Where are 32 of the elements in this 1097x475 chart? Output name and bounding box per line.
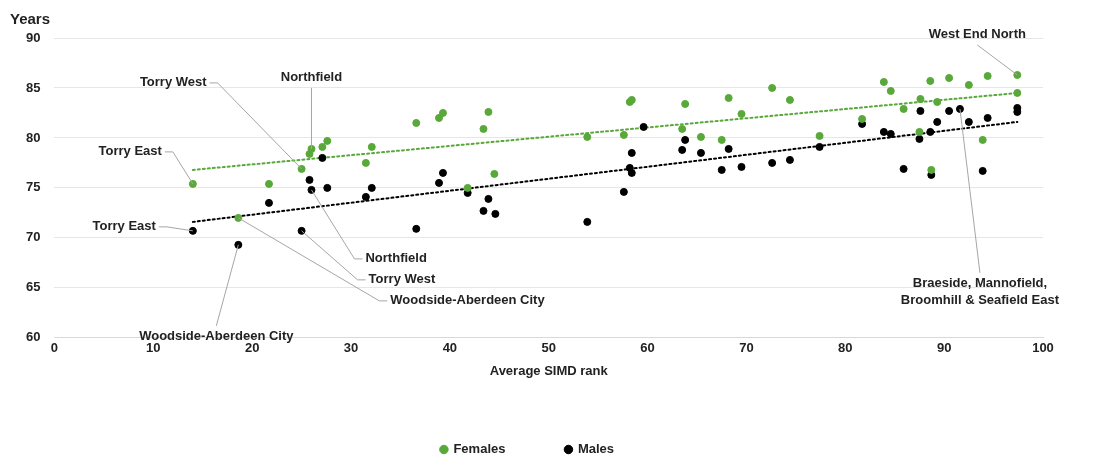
y-tick-label: 70 — [25, 229, 41, 245]
legend-label: Males — [577, 441, 615, 457]
annotation: Torry West — [139, 74, 208, 90]
x-tick-label: 20 — [244, 340, 260, 356]
y-tick-label: 75 — [25, 179, 41, 195]
legend-label: Females — [453, 441, 506, 457]
annotation: Torry East — [98, 143, 163, 159]
x-tick-label: 100 — [1032, 340, 1054, 356]
x-tick-label: 0 — [50, 340, 59, 356]
annotation: Woodside-Aberdeen City — [390, 292, 546, 308]
y-tick-label: 85 — [25, 79, 41, 95]
y-tick-label: 80 — [25, 129, 41, 145]
x-tick-label: 30 — [343, 340, 359, 356]
annotation: Braeside, Mannofield, Broomhill & Seafield East — [900, 275, 1060, 308]
y-axis-title: Years — [10, 9, 51, 27]
y-tick-label: 90 — [25, 29, 41, 45]
x-tick-label: 70 — [739, 340, 754, 356]
annotation: West End North — [928, 26, 1026, 42]
x-tick-label: 40 — [442, 340, 458, 356]
annotation: Woodside-Aberdeen City — [139, 327, 295, 343]
x-tick-label: 60 — [640, 340, 655, 356]
x-tick-label: 80 — [838, 340, 853, 356]
annotation: Torry West — [368, 271, 436, 287]
annotation: Torry East — [92, 218, 157, 234]
x-tick-label: 90 — [936, 340, 952, 356]
y-tick-label: 65 — [25, 279, 41, 295]
x-axis-title: Average SIMD rank — [489, 362, 609, 378]
y-tick-label: 60 — [25, 329, 41, 345]
annotation: Northfield — [280, 69, 343, 84]
x-tick-label: 10 — [146, 340, 161, 356]
x-tick-label: 50 — [541, 340, 556, 356]
annotation: Northfield — [365, 250, 427, 266]
